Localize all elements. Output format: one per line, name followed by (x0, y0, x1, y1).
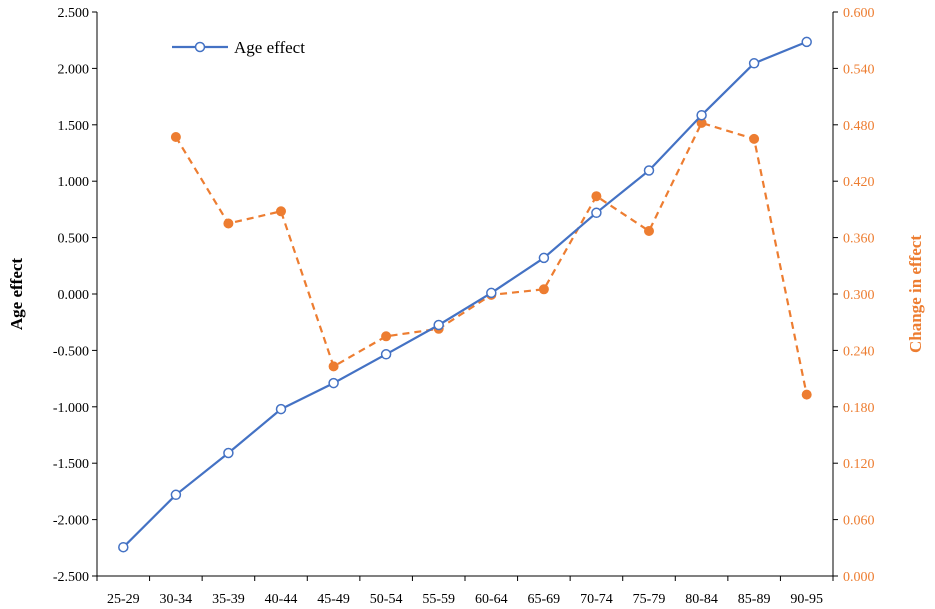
left-tick-label: 0.500 (58, 232, 90, 247)
data-point (170, 132, 181, 142)
x-tick-label: 65-69 (528, 592, 561, 607)
series-line-0 (122, 40, 808, 548)
right-tick-label: 0.600 (843, 6, 875, 21)
left-tick-label: 2.000 (58, 62, 90, 77)
data-point (433, 319, 444, 331)
data-point (328, 361, 339, 372)
data-point (643, 165, 655, 176)
left-tick-label: -2.000 (53, 514, 89, 529)
right-axis-title: Change in effect (906, 235, 925, 353)
data-point (801, 389, 812, 400)
axes (96, 12, 834, 577)
right-tick-label: 0.480 (843, 119, 875, 134)
data-point (748, 58, 760, 69)
right-tick-label: 0.540 (843, 62, 875, 77)
data-point (223, 218, 234, 229)
series-change-in-effect (170, 117, 812, 400)
right-tick-label: 0.420 (843, 175, 875, 190)
x-tick-label: 70-74 (580, 592, 613, 607)
x-tick-label: 80-84 (685, 592, 718, 607)
data-point (118, 541, 129, 553)
x-tick-label: 85-89 (738, 592, 771, 607)
right-tick-label: 0.060 (843, 514, 875, 529)
x-axis-ticks: 25-29 30-34 35-39 40-44 45-49 50-54 55-59 60-64… (96, 576, 834, 607)
data-point (538, 252, 550, 264)
left-tick-label: -1.500 (53, 457, 89, 472)
data-point (591, 207, 602, 219)
data-point (170, 489, 182, 501)
right-tick-label: 0.300 (843, 288, 875, 303)
left-axis-title: Age effect (7, 258, 26, 331)
legend-marker (194, 41, 206, 53)
right-tick-label: 0.120 (843, 457, 875, 472)
left-tick-label: 2.500 (58, 6, 90, 21)
left-tick-label: -1.000 (53, 401, 89, 416)
legend: Age effect (172, 38, 305, 57)
x-tick-label: 30-34 (160, 592, 193, 607)
x-tick-label: 55-59 (422, 592, 455, 607)
x-tick-label: 40-44 (265, 592, 298, 607)
series-age-effect (118, 36, 812, 553)
data-point (275, 403, 287, 415)
left-tick-label: -2.500 (53, 570, 89, 585)
left-tick-label: 0.000 (58, 288, 90, 303)
x-tick-label: 75-79 (633, 592, 666, 607)
data-point (223, 447, 234, 459)
right-axis-ticks: 0.600 0.540 0.480 0.420 0.360 0.300 0.240 0.180… (833, 6, 875, 585)
left-tick-label: 1.500 (58, 119, 90, 134)
series-layer (118, 36, 812, 553)
x-tick-label: 45-49 (317, 592, 350, 607)
data-point (328, 377, 339, 389)
x-tick-label: 35-39 (212, 592, 245, 607)
right-tick-label: 0.360 (843, 232, 875, 247)
data-point (486, 287, 497, 299)
data-point (276, 206, 286, 217)
data-point (696, 109, 707, 121)
right-tick-label: 0.000 (843, 570, 875, 585)
data-point (749, 133, 760, 144)
series-line-1 (174, 121, 808, 395)
legend-label-age-effect: Age effect (234, 38, 305, 57)
left-axis-ticks: 2.500 2.000 1.500 1.000 0.500 0.000 -0.500 -1.0… (53, 6, 97, 585)
left-tick-label: -0.500 (53, 344, 89, 359)
right-tick-label: 0.180 (843, 401, 875, 416)
left-tick-label: 1.000 (58, 175, 90, 190)
right-tick-label: 0.240 (843, 344, 875, 359)
data-point (380, 349, 392, 360)
x-tick-label: 50-54 (370, 592, 403, 607)
x-tick-label: 25-29 (107, 592, 140, 607)
x-tick-label: 60-64 (475, 592, 508, 607)
data-point (801, 36, 812, 48)
data-point (538, 284, 549, 295)
data-point (381, 331, 392, 342)
data-point (591, 191, 602, 202)
data-point (644, 226, 654, 236)
x-tick-label: 90-95 (790, 592, 823, 607)
